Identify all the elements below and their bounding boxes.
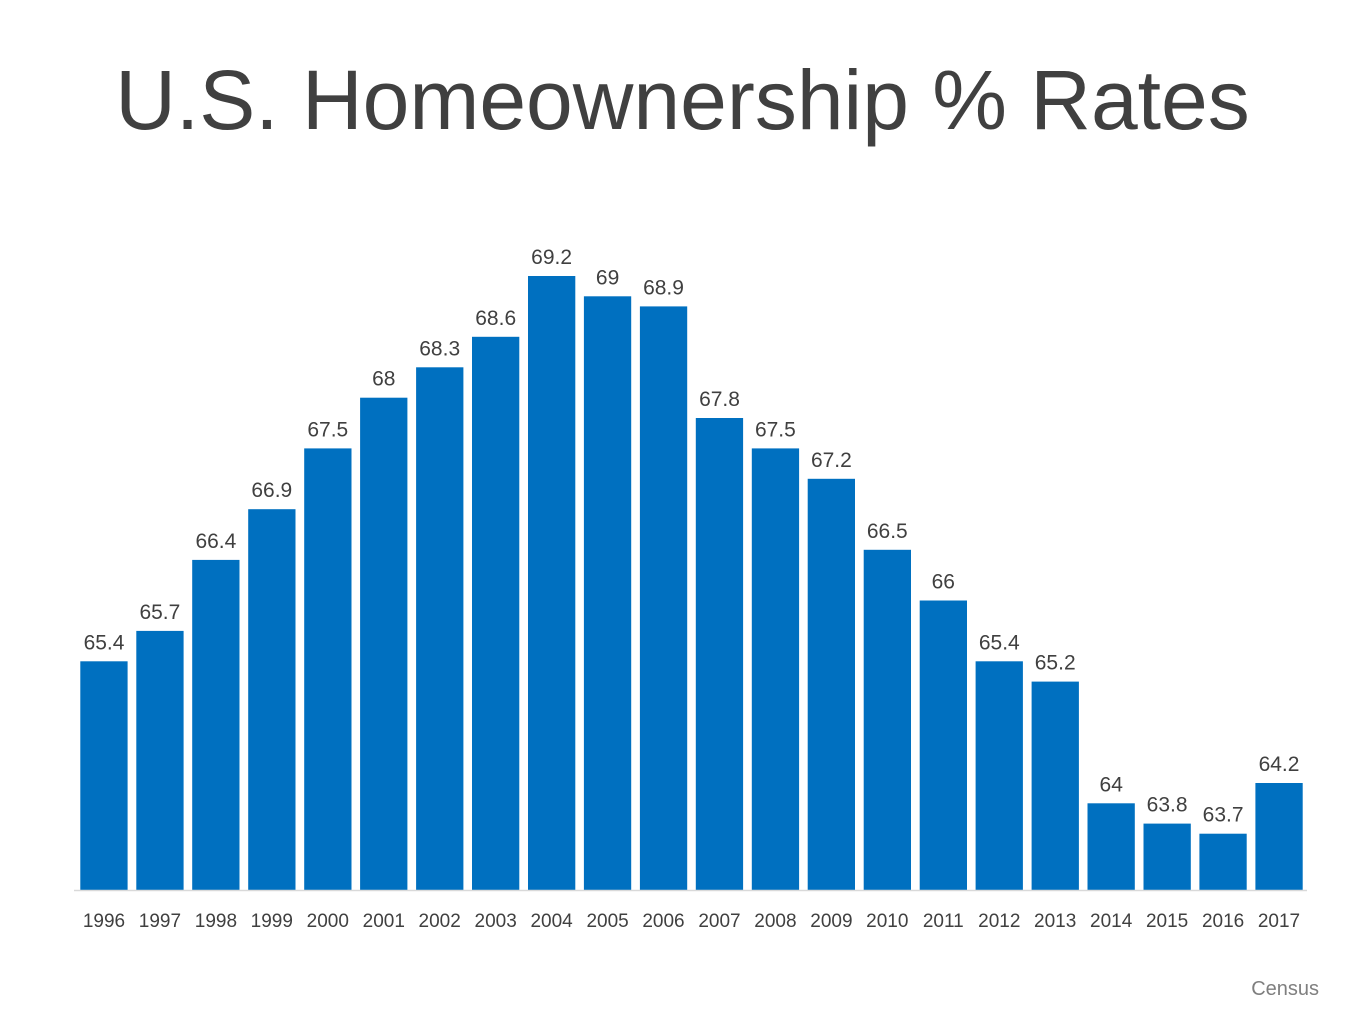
data-label-2001: 68 bbox=[372, 368, 395, 391]
bar-2008 bbox=[751, 448, 800, 890]
x-tick-label-2017: 2017 bbox=[1258, 911, 1300, 932]
x-tick-label-2010: 2010 bbox=[866, 911, 908, 932]
data-label-2015: 63.8 bbox=[1147, 794, 1188, 817]
data-label-2011: 66 bbox=[932, 571, 955, 594]
bar-1996 bbox=[80, 661, 128, 890]
x-tick-label-2015: 2015 bbox=[1146, 911, 1188, 932]
bar-2010 bbox=[863, 549, 911, 890]
bar-1999 bbox=[248, 509, 296, 890]
data-label-1998: 66.4 bbox=[195, 530, 236, 553]
x-tick-label-2000: 2000 bbox=[307, 911, 349, 932]
data-label-2000: 67.5 bbox=[307, 418, 348, 441]
x-tick-label-2004: 2004 bbox=[530, 911, 573, 932]
data-label-2014: 64 bbox=[1100, 773, 1124, 796]
bar-1998 bbox=[192, 559, 240, 890]
data-label-2003: 68.6 bbox=[475, 307, 516, 330]
data-label-2010: 66.5 bbox=[867, 520, 908, 543]
x-tick-label-2007: 2007 bbox=[698, 911, 740, 932]
data-label-2005: 69 bbox=[596, 266, 619, 289]
bar-2007 bbox=[695, 418, 744, 890]
data-label-2017: 64.2 bbox=[1259, 753, 1300, 776]
data-label-2002: 68.3 bbox=[419, 337, 460, 360]
x-tick-label-1997: 1997 bbox=[139, 911, 181, 932]
x-tick-label-2011: 2011 bbox=[923, 911, 964, 932]
x-tick-label-2012: 2012 bbox=[978, 911, 1020, 932]
x-tick-label-1999: 1999 bbox=[251, 911, 293, 932]
data-label-2009: 67.2 bbox=[811, 449, 852, 472]
bar-2013 bbox=[1031, 681, 1079, 890]
data-label-2012: 65.4 bbox=[979, 631, 1020, 654]
x-tick-label-2014: 2014 bbox=[1090, 911, 1133, 932]
bar-2006 bbox=[639, 306, 688, 890]
x-tick-label-2005: 2005 bbox=[586, 911, 628, 932]
bar-2002 bbox=[416, 367, 464, 890]
data-label-2013: 65.2 bbox=[1035, 652, 1076, 675]
data-labels-group: 65.4 65.7 66.4 66.9 67.5 68 68.3 68.6 69.2 69 68.9… bbox=[84, 246, 1300, 827]
data-label-2004: 69.2 bbox=[531, 246, 572, 269]
bar-2001 bbox=[360, 397, 408, 890]
data-label-1997: 65.7 bbox=[139, 601, 180, 624]
data-label-2016: 63.7 bbox=[1203, 804, 1244, 827]
bar-2005 bbox=[583, 296, 632, 890]
x-tick-label-2009: 2009 bbox=[810, 911, 852, 932]
source-note: Census bbox=[1251, 978, 1319, 1000]
x-tick-labels-group: 1996 1997 1998 1999 2000 2001 2002 2003 2004 2005… bbox=[83, 911, 1300, 932]
bar-2015 bbox=[1143, 823, 1191, 890]
x-tick-label-2013: 2013 bbox=[1034, 911, 1076, 932]
bar-1997 bbox=[136, 630, 184, 890]
x-tick-label-1996: 1996 bbox=[83, 911, 125, 932]
bars-group bbox=[80, 276, 1303, 890]
x-tick-label-1998: 1998 bbox=[195, 911, 237, 932]
x-tick-label-2002: 2002 bbox=[419, 911, 461, 932]
x-tick-label-2006: 2006 bbox=[642, 911, 684, 932]
bar-2016 bbox=[1199, 833, 1247, 890]
bar-2017 bbox=[1255, 783, 1303, 890]
bar-2003 bbox=[472, 336, 520, 890]
data-label-2008: 67.5 bbox=[755, 418, 796, 441]
chart-title: U.S. Homeownership % Rates bbox=[115, 53, 1250, 147]
x-tick-label-2003: 2003 bbox=[475, 911, 517, 932]
x-tick-label-2016: 2016 bbox=[1202, 911, 1244, 932]
data-label-1999: 66.9 bbox=[251, 479, 292, 502]
x-tick-label-2008: 2008 bbox=[754, 911, 796, 932]
bar-2014 bbox=[1087, 803, 1135, 890]
bar-2012 bbox=[975, 661, 1023, 890]
data-label-2007: 67.8 bbox=[699, 388, 740, 411]
data-label-1996: 65.4 bbox=[84, 631, 125, 654]
bar-2004 bbox=[528, 276, 576, 890]
x-tick-label-2001: 2001 bbox=[363, 911, 405, 932]
bar-2011 bbox=[919, 600, 967, 890]
data-label-2006: 68.9 bbox=[643, 276, 684, 299]
bar-2000 bbox=[304, 448, 352, 890]
bar-2009 bbox=[807, 478, 855, 890]
